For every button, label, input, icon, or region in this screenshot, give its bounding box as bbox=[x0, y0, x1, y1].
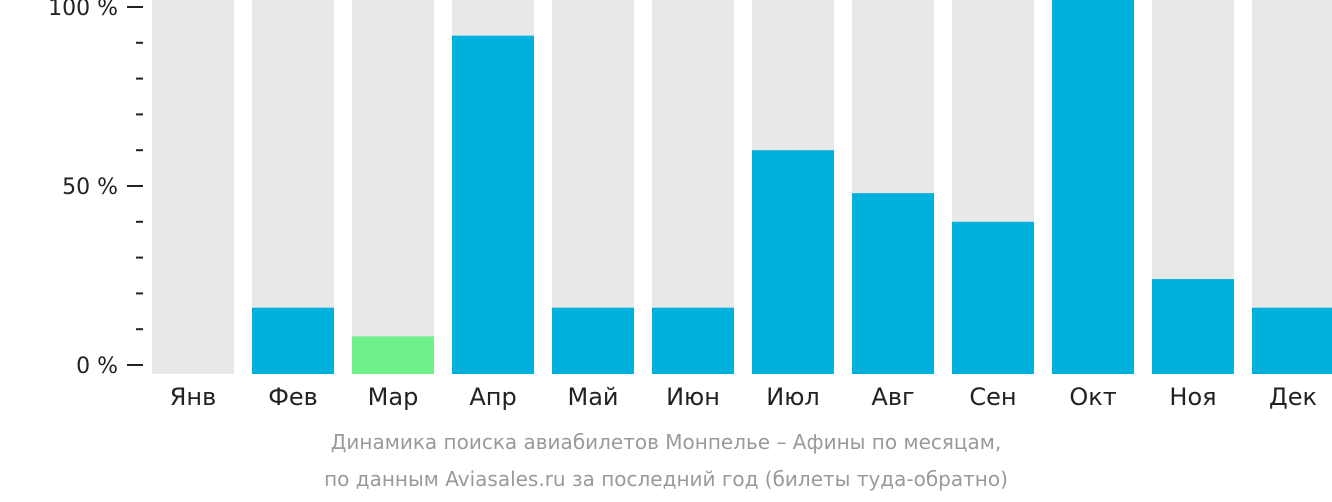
x-tick-label: Дек bbox=[1269, 383, 1317, 411]
x-tick-label: Ноя bbox=[1169, 383, 1216, 411]
x-tick-label: Мар bbox=[368, 383, 419, 411]
bars bbox=[152, 0, 1332, 374]
x-axis-labels: Янв Фев Мар Апр Май Июн Июл Авг Сен Окт Ноя Дек bbox=[170, 383, 1317, 411]
bar-11 bbox=[1152, 279, 1234, 374]
x-tick-label: Май bbox=[567, 383, 618, 411]
y-axis: 100 % 50 % 0 % bbox=[48, 0, 143, 379]
bar-9 bbox=[952, 221, 1034, 374]
y-tick-label: 50 % bbox=[62, 175, 118, 200]
bar-10 bbox=[1052, 0, 1134, 374]
x-tick-label: Авг bbox=[871, 383, 914, 411]
bar-4 bbox=[452, 35, 534, 374]
bar-background bbox=[352, 0, 434, 374]
bar-12 bbox=[1252, 307, 1332, 374]
y-tick-label: 100 % bbox=[48, 0, 118, 21]
x-tick-label: Янв bbox=[170, 383, 217, 411]
y-tick-label: 0 % bbox=[76, 354, 118, 379]
x-tick-label: Июл bbox=[766, 383, 820, 411]
caption-line-1: Динамика поиска авиабилетов Монпелье – А… bbox=[330, 430, 1002, 454]
bar-background bbox=[152, 0, 234, 374]
x-tick-label: Сен bbox=[969, 383, 1016, 411]
x-tick-label: Июн bbox=[666, 383, 720, 411]
bar-2 bbox=[252, 307, 334, 374]
bar-6 bbox=[652, 307, 734, 374]
x-tick-label: Апр bbox=[469, 383, 516, 411]
bar-7 bbox=[752, 150, 834, 374]
bar-3 bbox=[352, 336, 434, 374]
x-tick-label: Окт bbox=[1069, 383, 1116, 411]
bar-8 bbox=[852, 193, 934, 374]
caption-line-2: по данным Aviasales.ru за последний год … bbox=[324, 467, 1008, 491]
x-tick-label: Фев bbox=[268, 383, 318, 411]
bar-5 bbox=[552, 307, 634, 374]
